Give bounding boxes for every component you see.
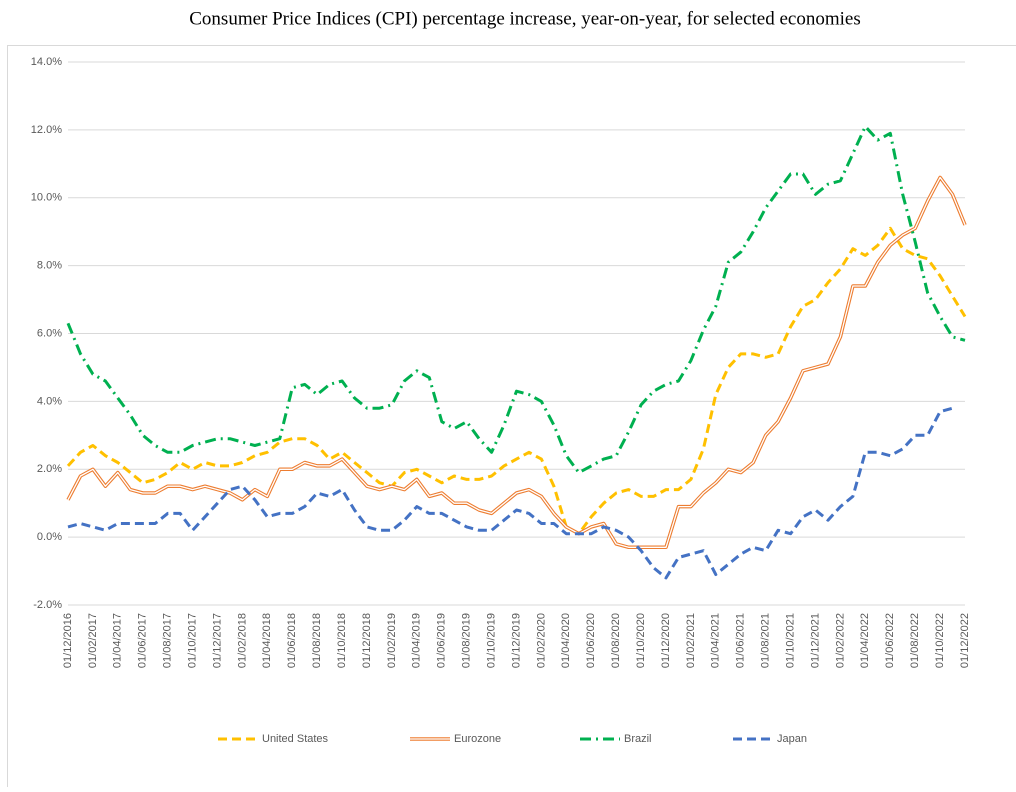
x-tick-label: 01/06/2022 (884, 613, 896, 668)
x-tick-label: 01/10/2019 (485, 613, 497, 668)
x-tick-label: 01/02/2022 (834, 613, 846, 668)
x-tick-label: 01/08/2021 (760, 613, 772, 668)
x-tick-label: 01/12/2020 (660, 613, 672, 668)
series-line (68, 127, 965, 473)
y-tick-label: 2.0% (37, 463, 62, 475)
x-tick-label: 01/12/2022 (959, 613, 971, 668)
x-tick-label: 01/08/2017 (162, 613, 174, 668)
x-tick-label: 01/10/2021 (784, 613, 796, 668)
x-tick-label: 01/04/2019 (411, 613, 423, 668)
y-tick-label: -2.0% (33, 599, 62, 611)
x-tick-label: 01/04/2018 (261, 613, 273, 668)
legend-label: Eurozone (454, 733, 501, 745)
x-tick-label: 01/10/2022 (934, 613, 946, 668)
x-tick-label: 01/06/2019 (436, 613, 448, 668)
x-tick-label: 01/12/2017 (211, 613, 223, 668)
y-tick-label: 10.0% (31, 192, 62, 204)
chart-title: Consumer Price Indices (CPI) percentage … (189, 8, 860, 29)
x-tick-label: 01/06/2017 (137, 613, 149, 668)
x-tick-label: 01/10/2017 (186, 613, 198, 668)
x-tick-label: 01/12/2016 (62, 613, 74, 668)
series-line (68, 177, 965, 547)
x-tick-label: 01/06/2021 (735, 613, 747, 668)
y-tick-label: 4.0% (37, 395, 62, 407)
y-tick-label: 8.0% (37, 260, 62, 272)
x-tick-label: 01/04/2022 (859, 613, 871, 668)
legend-label: United States (262, 733, 329, 745)
series-line (68, 408, 953, 578)
x-tick-label: 01/06/2018 (286, 613, 298, 668)
x-tick-label: 01/02/2019 (386, 613, 398, 668)
x-tick-label: 01/08/2018 (311, 613, 323, 668)
x-tick-label: 01/08/2019 (461, 613, 473, 668)
x-tick-label: 01/10/2018 (336, 613, 348, 668)
x-tick-label: 01/08/2020 (610, 613, 622, 668)
x-tick-label: 01/02/2021 (685, 613, 697, 668)
x-tick-label: 01/04/2017 (112, 613, 124, 668)
y-tick-label: 14.0% (31, 56, 62, 68)
x-tick-label: 01/04/2021 (710, 613, 722, 668)
x-tick-label: 01/12/2019 (510, 613, 522, 668)
x-tick-label: 01/02/2018 (236, 613, 248, 668)
y-tick-label: 12.0% (31, 124, 62, 136)
x-tick-label: 01/02/2020 (535, 613, 547, 668)
x-tick-label: 01/12/2018 (361, 613, 373, 668)
x-tick-label: 01/04/2020 (560, 613, 572, 668)
legend-label: Brazil (624, 733, 652, 745)
legend-label: Japan (777, 733, 807, 745)
x-tick-label: 01/12/2021 (809, 613, 821, 668)
x-tick-label: 01/06/2020 (585, 613, 597, 668)
x-tick-label: 01/02/2017 (87, 613, 99, 668)
y-tick-label: 6.0% (37, 327, 62, 339)
y-tick-label: 0.0% (37, 531, 62, 543)
chart-border (8, 46, 1016, 788)
x-tick-label: 01/10/2020 (635, 613, 647, 668)
x-tick-label: 01/08/2022 (909, 613, 921, 668)
